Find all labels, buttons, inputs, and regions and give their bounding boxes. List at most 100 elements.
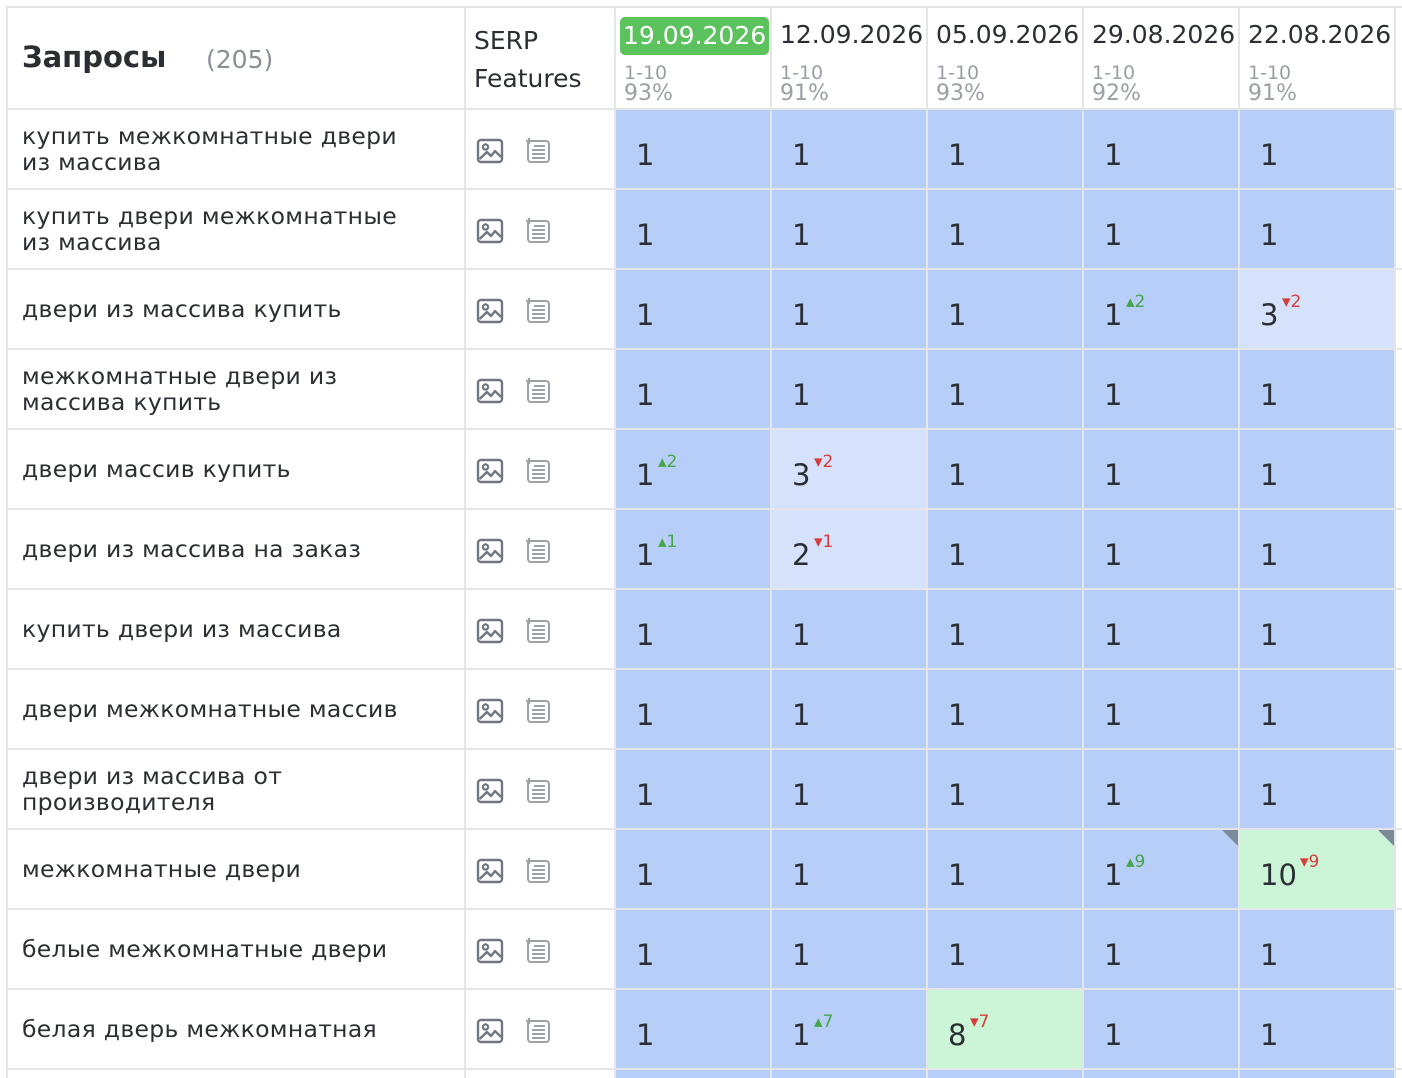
position-cell[interactable]: 1	[1240, 510, 1394, 588]
position-cell[interactable]: 1	[1084, 590, 1238, 668]
list-plus-icon[interactable]	[523, 375, 553, 405]
position-cell[interactable]: 1	[772, 350, 926, 428]
position-cell[interactable]: 3 ▾2	[1240, 270, 1394, 348]
query-text[interactable]: межкомнатные двери из массива купить	[22, 362, 338, 416]
position-cell[interactable]: 1	[616, 270, 770, 348]
position-cell[interactable]: 1	[616, 670, 770, 748]
image-icon[interactable]	[475, 536, 505, 566]
query-text[interactable]: двери межкомнатные массив	[22, 695, 398, 723]
list-plus-icon[interactable]	[523, 295, 553, 325]
position-cell[interactable]: 1	[772, 910, 926, 988]
query-text[interactable]: белая дверь межкомнатная	[22, 1015, 377, 1043]
image-icon[interactable]	[475, 296, 505, 326]
position-cell[interactable]: 1	[928, 830, 1082, 908]
position-cell[interactable]: 1	[772, 590, 926, 668]
position-cell[interactable]: 1	[928, 670, 1082, 748]
position-cell[interactable]: 1	[772, 110, 926, 188]
position-cell[interactable]: 8 ▾7	[928, 990, 1082, 1068]
image-icon[interactable]	[475, 696, 505, 726]
position-cell[interactable]: 1	[1240, 430, 1394, 508]
position-cell[interactable]: 2 ▾1	[772, 510, 926, 588]
position-cell[interactable]: 1	[1084, 910, 1238, 988]
position-cell[interactable]: 3 ▾2	[772, 430, 926, 508]
position-cell[interactable]: 1	[1084, 670, 1238, 748]
position-cell[interactable]: 1	[928, 430, 1082, 508]
position-cell[interactable]: 1	[616, 350, 770, 428]
position-cell[interactable]: 1 ▴9	[1084, 830, 1238, 908]
position-cell[interactable]: 1	[928, 910, 1082, 988]
position-cell[interactable]: 1	[772, 750, 926, 828]
image-icon[interactable]	[475, 616, 505, 646]
position-cell[interactable]: 1	[1240, 110, 1394, 188]
position-cell[interactable]: 1	[1240, 350, 1394, 428]
position-cell[interactable]: 1 ▴1	[616, 510, 770, 588]
position-cell[interactable]: 1	[928, 590, 1082, 668]
position-cell[interactable]: 1	[1084, 990, 1238, 1068]
position-cell[interactable]: 1	[616, 910, 770, 988]
position-cell[interactable]: 1	[772, 670, 926, 748]
position-cell[interactable]: 1	[616, 830, 770, 908]
query-text[interactable]: белые межкомнатные двери	[22, 935, 388, 963]
position-cell[interactable]: 1	[1240, 190, 1394, 268]
position-cell[interactable]: 1	[1084, 190, 1238, 268]
position-cell[interactable]: 1	[616, 590, 770, 668]
position-cell[interactable]: 1 ▴2	[616, 430, 770, 508]
position-cell[interactable]: 1	[928, 510, 1082, 588]
list-plus-icon[interactable]	[523, 695, 553, 725]
position-cell[interactable]: 1	[616, 110, 770, 188]
query-text[interactable]: купить двери межкомнатные из массива	[22, 202, 397, 256]
list-plus-icon[interactable]	[523, 615, 553, 645]
position-cell[interactable]: 1	[928, 110, 1082, 188]
position-cell[interactable]: 1	[616, 990, 770, 1068]
position-cell[interactable]: 1	[772, 270, 926, 348]
list-plus-icon[interactable]	[523, 135, 553, 165]
position-cell[interactable]: 1	[1240, 590, 1394, 668]
query-text[interactable]: купить межкомнатные двери из массива	[22, 122, 397, 176]
image-icon[interactable]	[475, 216, 505, 246]
query-text[interactable]: межкомнатные двери	[22, 855, 302, 883]
position-cell[interactable]: 10 ▾9	[1240, 830, 1394, 908]
position-cell[interactable]: 1 ▴2	[1084, 270, 1238, 348]
position-cell[interactable]: 1	[616, 750, 770, 828]
date-column-header[interactable]: 22.08.2026	[1248, 20, 1392, 49]
date-column-header[interactable]: 12.09.2026	[780, 20, 924, 49]
date-column-header[interactable]: 19.09.2026	[620, 17, 770, 55]
list-plus-icon[interactable]	[523, 535, 553, 565]
position-cell[interactable]: 1	[616, 190, 770, 268]
query-text[interactable]: двери из массива от производителя	[22, 762, 283, 816]
position-cell[interactable]: 1	[1084, 350, 1238, 428]
date-column-header[interactable]: 29.08.2026	[1092, 20, 1236, 49]
list-plus-icon[interactable]	[523, 455, 553, 485]
position-cell[interactable]: 1	[772, 830, 926, 908]
image-icon[interactable]	[475, 136, 505, 166]
image-icon[interactable]	[475, 376, 505, 406]
queries-header-title[interactable]: Запросы	[22, 40, 167, 74]
query-text[interactable]: двери из массива на заказ	[22, 535, 362, 563]
query-text[interactable]: двери из массива купить	[22, 295, 342, 323]
query-text[interactable]: двери массив купить	[22, 455, 291, 483]
position-cell[interactable]: 1	[772, 190, 926, 268]
list-plus-icon[interactable]	[523, 935, 553, 965]
position-cell[interactable]: 1 ▴7	[772, 990, 926, 1068]
query-text[interactable]: купить двери из массива	[22, 615, 342, 643]
position-cell[interactable]: 1	[928, 270, 1082, 348]
position-cell[interactable]: 1	[1084, 510, 1238, 588]
image-icon[interactable]	[475, 1016, 505, 1046]
position-cell[interactable]: 1	[1084, 430, 1238, 508]
position-cell[interactable]: 1	[1240, 670, 1394, 748]
image-icon[interactable]	[475, 776, 505, 806]
position-cell[interactable]: 1	[928, 350, 1082, 428]
image-icon[interactable]	[475, 856, 505, 886]
position-cell[interactable]: 1	[1240, 990, 1394, 1068]
position-cell[interactable]: 1	[1240, 910, 1394, 988]
date-column-header[interactable]: 05.09.2026	[936, 20, 1080, 49]
image-icon[interactable]	[475, 456, 505, 486]
image-icon[interactable]	[475, 936, 505, 966]
list-plus-icon[interactable]	[523, 215, 553, 245]
position-cell[interactable]: 1	[928, 190, 1082, 268]
position-cell[interactable]: 1	[1084, 110, 1238, 188]
position-cell[interactable]: 1	[1240, 750, 1394, 828]
list-plus-icon[interactable]	[523, 775, 553, 805]
list-plus-icon[interactable]	[523, 1015, 553, 1045]
position-cell[interactable]: 1	[1084, 750, 1238, 828]
